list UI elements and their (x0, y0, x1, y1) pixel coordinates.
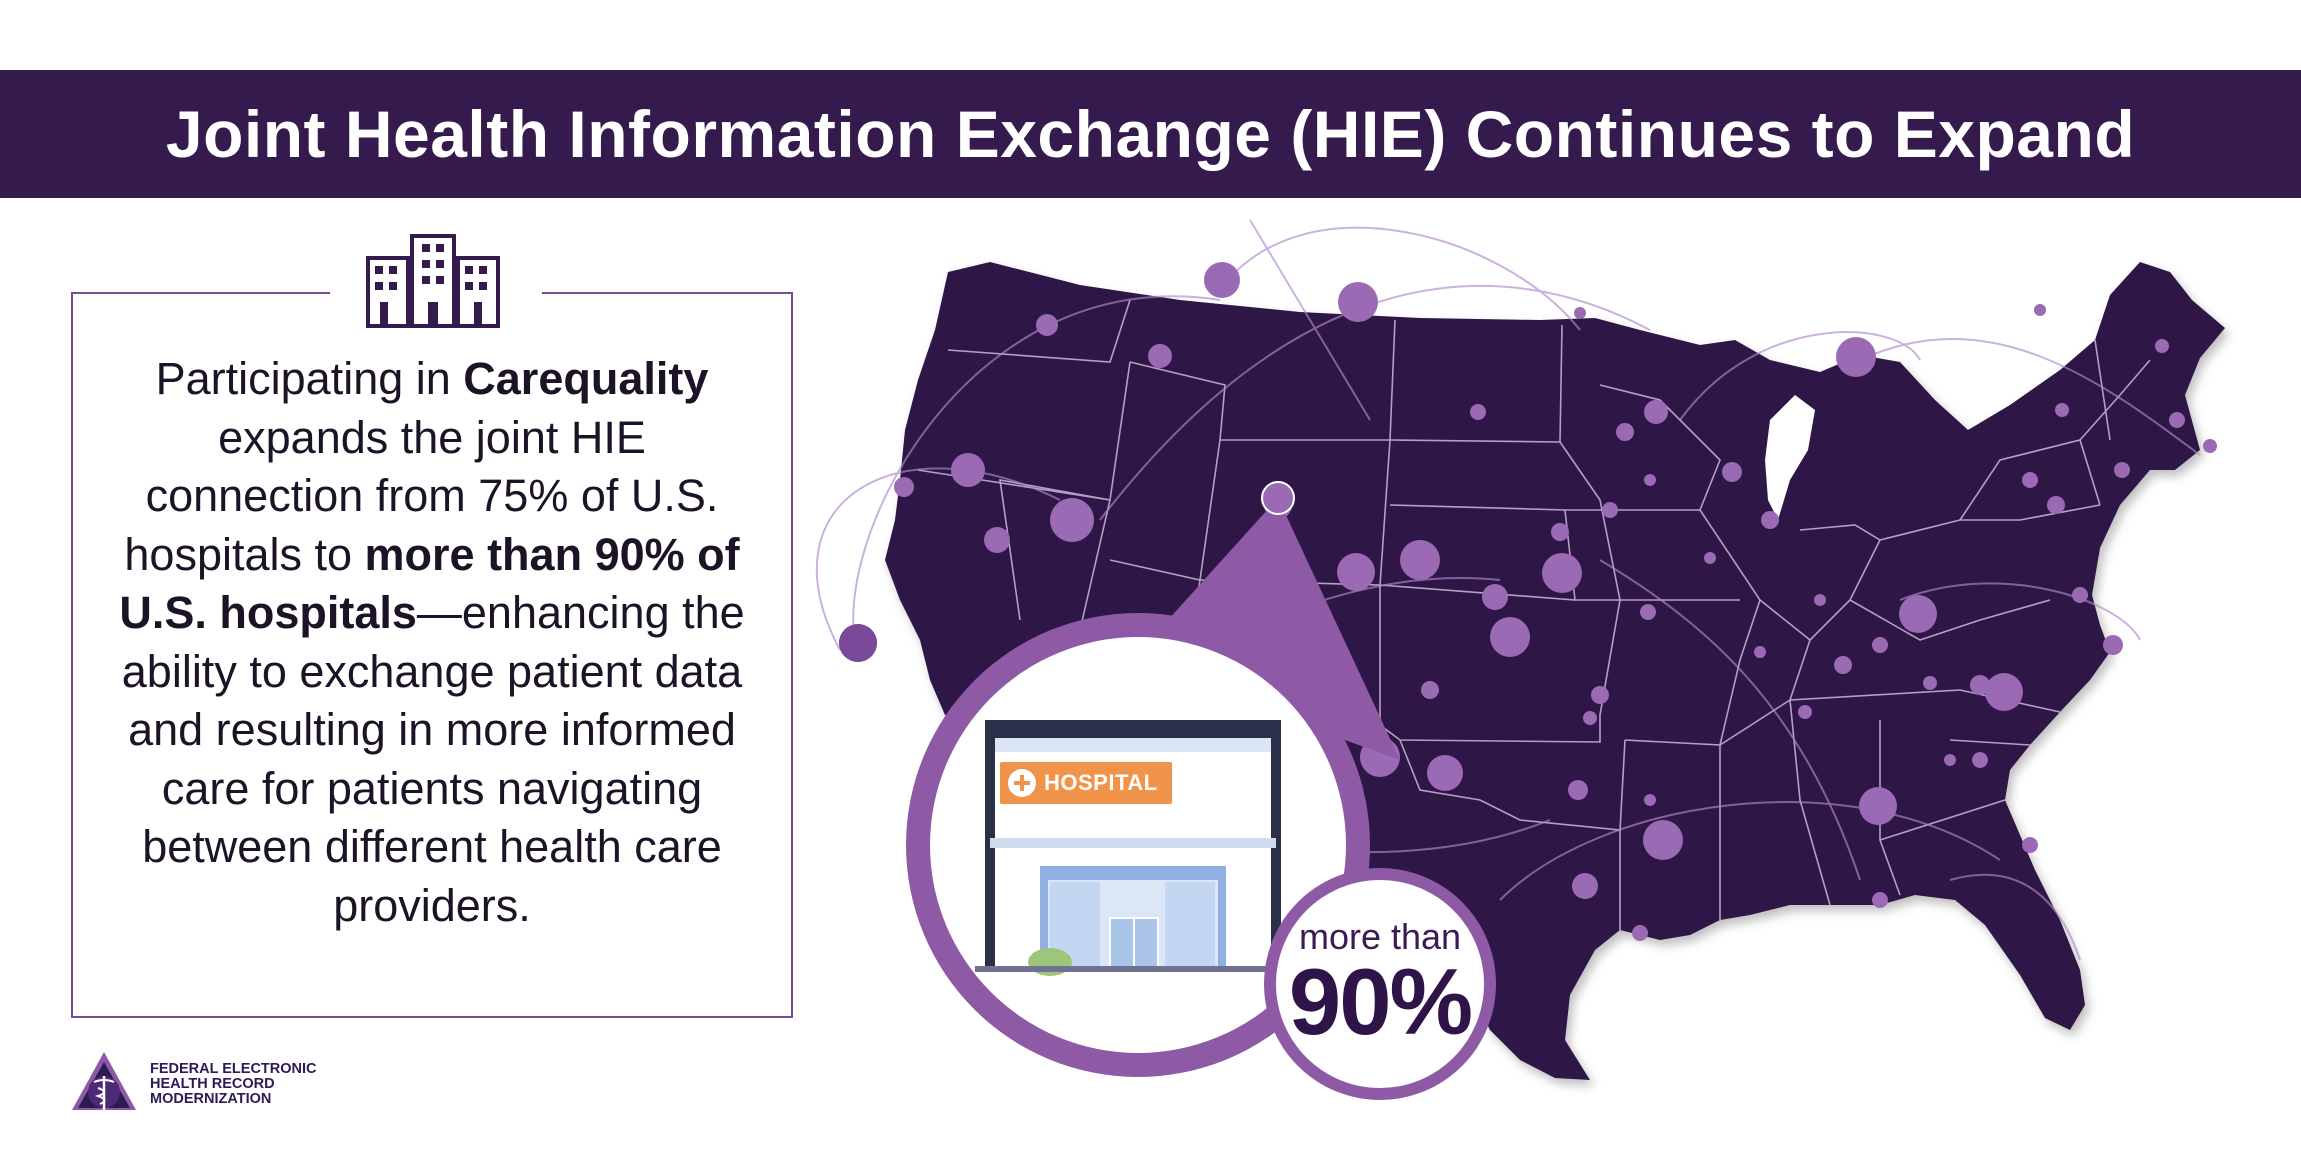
hie-dot-west (839, 624, 877, 662)
state-borders (917, 299, 2151, 930)
hospital-sign: HOSPITAL (1000, 762, 1172, 804)
hie-dots (839, 262, 2217, 941)
fehrm-logo: FEDERAL ELECTRONIC HEALTH RECORD MODERNI… (70, 1050, 470, 1120)
caduceus-logo-icon (72, 1052, 136, 1110)
stat-circle-inner (1276, 880, 1484, 1088)
buildings-icon (366, 234, 500, 328)
stat-value: 90% (1288, 949, 1473, 1054)
plus-icon (1008, 769, 1036, 797)
logo-text: FEDERAL ELECTRONIC HEALTH RECORD MODERNI… (150, 1061, 317, 1107)
page-title: Joint Health Information Exchange (HIE) … (165, 97, 2136, 171)
info-text: Participating in Carequality expands the… (119, 353, 745, 931)
hospital-sign-label: HOSPITAL (1044, 770, 1158, 795)
callout-pointer (1130, 498, 1400, 760)
header-banner: Joint Health Information Exchange (HIE) … (0, 70, 2301, 198)
stat-prefix: more than (1298, 916, 1462, 957)
hospital-illustration (975, 720, 1293, 976)
